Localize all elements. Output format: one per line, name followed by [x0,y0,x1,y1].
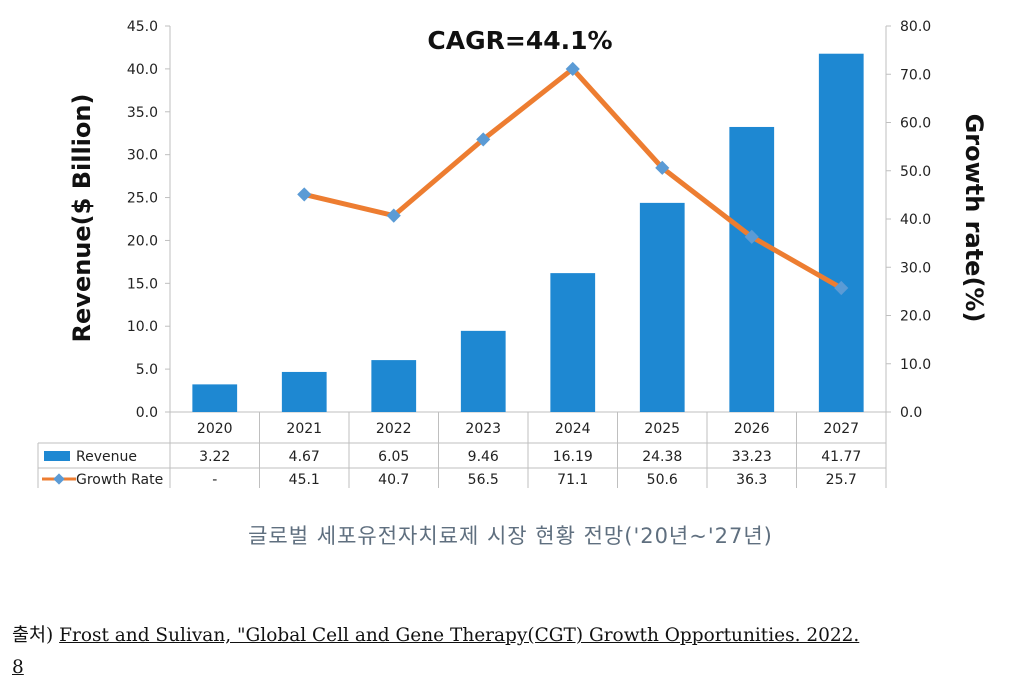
y2-axis-title: Growth rate(%) [960,114,988,323]
y-tick-label: 20.0 [127,233,158,249]
x-tick-label: 2020 [197,421,233,437]
revenue-bar [281,371,327,412]
source-note: 출처) Frost and Sulivan, "Global Cell and … [12,620,1012,684]
y2-tick-label: 40.0 [900,212,931,228]
y-tick-label: 25.0 [127,191,158,207]
revenue-bar [639,202,685,412]
x-tick-label: 2021 [286,421,322,437]
figure-caption: 글로벌 세포유전자치료제 시장 현황 전망('20년~'27년) [248,524,773,548]
growth-rate-marker [297,187,312,202]
revenue-value-label: 33.23 [732,449,772,465]
y-tick-label: 15.0 [127,276,158,292]
growth-rate-marker [744,229,759,244]
revenue-value-label: 9.46 [468,449,499,465]
y2-tick-label: 50.0 [900,164,931,180]
y2-tick-label: 80.0 [900,19,931,35]
growth-value-label: 50.6 [647,472,678,488]
y-tick-label: 40.0 [127,62,158,78]
revenue-value-label: 6.05 [378,449,409,465]
revenue-bar [729,126,775,412]
y2-tick-label: 60.0 [900,116,931,132]
growth-value-label: 36.3 [736,472,767,488]
legend-revenue-swatch [44,451,70,461]
revenue-bar [192,384,238,412]
y2-tick-label: 20.0 [900,309,931,325]
growth-value-label: 71.1 [557,472,588,488]
source-citation[interactable]: Frost and Sulivan, "Global Cell and Gene… [59,625,860,646]
source-citation-cont[interactable]: 8 [12,657,24,678]
cagr-annotation: CAGR=44.1% [427,26,612,55]
revenue-bar [460,330,506,412]
y2-tick-label: 0.0 [900,405,922,421]
revenue-bar [550,273,596,412]
growth-rate-marker [476,132,491,147]
growth-rate-marker [834,280,849,296]
revenue-value-label: 4.67 [289,449,320,465]
revenue-value-label: 41.77 [821,449,861,465]
y2-tick-label: 10.0 [900,357,931,373]
legend-growth-label: Growth Rate [76,472,163,488]
revenue-bar [371,360,417,412]
y-tick-label: 0.0 [136,405,158,421]
growth-value-label: 40.7 [378,472,409,488]
x-tick-label: 2023 [465,421,501,437]
revenue-value-label: 16.19 [553,449,593,465]
growth-rate-marker [655,160,670,175]
growth-value-label: 25.7 [826,472,857,488]
revenue-value-label: 24.38 [642,449,682,465]
y-tick-label: 30.0 [127,148,158,164]
y-axis-title: Revenue($ Billion) [68,94,96,343]
chart-axes: 0.0 5.0 10.0 15.0 20.0 25.0 30.0 35.0 40.0 45.0 0.… [127,19,931,421]
x-tick-label: 2022 [376,421,412,437]
growth-value-label: - [212,472,217,488]
chart: 0.0 5.0 10.0 15.0 20.0 25.0 30.0 35.0 40.0 45.0 0.… [37,19,988,488]
legend-revenue-label: Revenue [76,449,137,465]
x-tick-label: 2025 [644,421,680,437]
growth-rate-line [297,61,849,296]
y-tick-label: 10.0 [127,319,158,335]
y-tick-label: 35.0 [127,105,158,121]
y-tick-label: 5.0 [136,362,158,378]
legend-growth-marker [53,473,65,485]
x-tick-label: 2027 [823,421,859,437]
revenue-bars [192,53,864,412]
y2-tick-label: 30.0 [900,260,931,276]
growth-rate-marker [386,208,401,223]
y2-tick-label: 70.0 [900,67,931,83]
growth-rate-marker [565,61,580,77]
growth-value-label: 56.5 [468,472,499,488]
source-prefix: 출처) [12,625,60,646]
revenue-bar [818,53,864,412]
growth-value-label: 45.1 [289,472,320,488]
data-table: 2020 2021 2022 2023 2024 2025 2026 2027 Revenue G… [37,412,887,488]
x-tick-label: 2026 [734,421,770,437]
revenue-value-label: 3.22 [199,449,230,465]
x-tick-label: 2024 [555,421,591,437]
y-tick-label: 45.0 [127,19,158,35]
